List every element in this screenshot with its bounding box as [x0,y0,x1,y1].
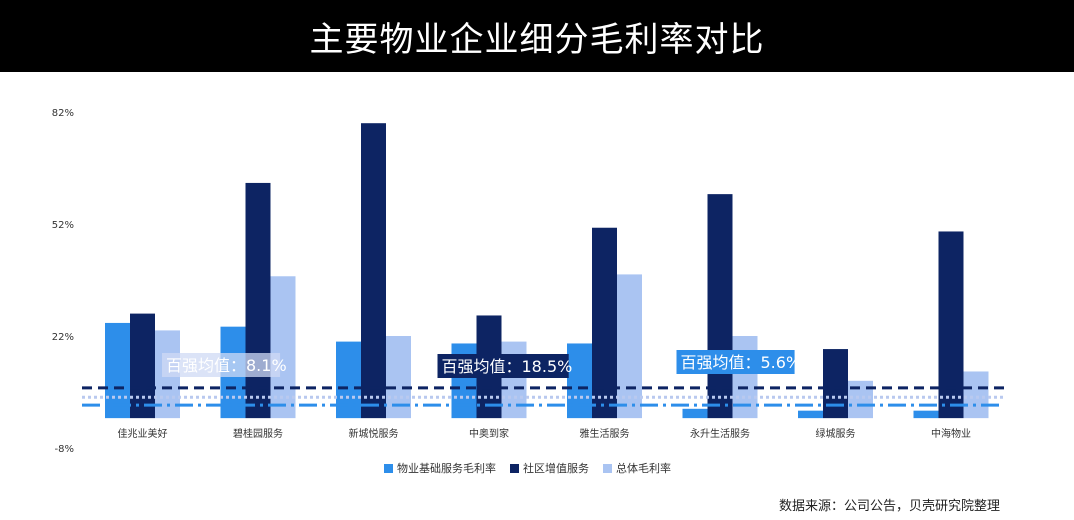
x-tick-label: 碧桂园服务 [233,427,283,440]
bar-basic [798,410,823,419]
bar-community [245,182,271,419]
bar-basic [567,343,592,419]
annotation-label: 百强均值：5.6% [681,353,802,372]
bar-basic [336,341,361,419]
bar-basic [913,410,939,419]
bar-overall [270,276,296,419]
bar-community [361,123,386,419]
annotation-bg [162,353,281,377]
y-tick-label: -8% [55,444,74,455]
x-tick-label: 新城悦服务 [349,427,399,440]
legend-swatch [510,464,519,473]
legend-swatch [384,464,393,473]
x-tick-label: 永升生活服务 [690,427,750,440]
bar-community [938,231,964,419]
y-tick-label: 82% [52,108,74,119]
bar-basic [105,322,130,419]
bar-community [707,194,733,419]
x-tick-label: 佳兆业美好 [118,427,168,440]
annotation-label: 百强均值：8.1% [166,356,287,375]
bar-chart: 82% 52% 22% -8% 佳兆业美好 碧桂园服务 新城悦服务 中奥到家 雅生活服务 永升生活… [52,108,1004,475]
bar-overall [501,341,527,419]
legend-swatch [603,464,612,473]
data-source-note: 数据来源：公司公告，贝壳研究院整理 [778,499,1000,514]
chart-area: 82% 52% 22% -8% 佳兆业美好 碧桂园服务 新城悦服务 中奥到家 雅生活服务 永升生活… [0,72,1074,520]
x-tick-label: 中海物业 [931,427,971,440]
annotation-label: 百强均值：18.5% [442,357,573,376]
legend-label: 社区增值服务 [523,461,589,475]
x-tick-label: 绿城服务 [816,427,856,440]
x-tick-label: 中奥到家 [469,427,509,440]
bar-basic [682,408,708,419]
annotation-bg [437,354,569,378]
bar-community [592,227,617,419]
y-tick-label: 52% [52,220,74,231]
bar-community [823,349,848,419]
annotation-bg [676,350,795,374]
chart-title: 主要物业企业细分毛利率对比 [309,19,765,60]
title-bar: 主要物业企业细分毛利率对比 [0,0,1074,72]
legend-label: 总体毛利率 [616,461,671,475]
bar-overall [617,274,642,419]
legend-label: 物业基础服务毛利率 [397,461,496,475]
bar-community [130,313,155,419]
y-tick-label: 22% [52,332,74,343]
bar-overall [963,371,989,419]
x-tick-label: 雅生活服务 [580,427,630,440]
